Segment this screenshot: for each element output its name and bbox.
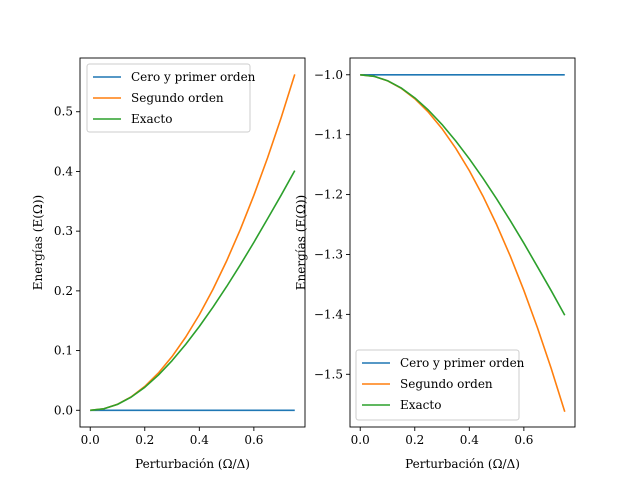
x-axis-label: Perturbación (Ω/Δ) — [405, 457, 520, 471]
series-line-3 — [360, 73, 566, 316]
x-tick-label: 0.6 — [244, 433, 263, 447]
y-tick-label: −1.4 — [314, 307, 344, 321]
y-tick-label: 0.1 — [54, 344, 73, 358]
y-tick-label: 0.5 — [54, 105, 73, 119]
y-tick-label: −1.5 — [314, 367, 343, 381]
legend-label: Exacto — [131, 112, 172, 126]
x-tick-label: 0.4 — [460, 433, 479, 447]
axes-frame — [79, 57, 306, 428]
right-chart-panel: 0.0 0.2 0.4 0.6 −1.0 −1.1 −1.2 −1.3 −1.4 −1.5 Pert… — [294, 57, 576, 471]
axes-frame — [349, 57, 576, 428]
y-tick-label: −1.3 — [314, 247, 343, 261]
x-tick-label: 0.6 — [514, 433, 533, 447]
y-tick-label: 0.4 — [54, 164, 73, 178]
x-tick-label: 0.0 — [351, 433, 370, 447]
x-tick-label: 0.2 — [135, 433, 154, 447]
x-tick-label: 0.2 — [405, 433, 424, 447]
y-tick-label: −1.2 — [314, 188, 343, 202]
series-line-3 — [90, 170, 296, 412]
x-tick-label: 0.4 — [190, 433, 209, 447]
legend-box — [355, 349, 520, 421]
y-tick-label: 0.3 — [54, 224, 73, 238]
legend-box — [86, 63, 251, 133]
y-tick-label: −1.0 — [314, 68, 343, 82]
x-tick-label: 0.0 — [81, 433, 100, 447]
y-axis-label: Energías (E(Ω)) — [294, 195, 308, 290]
legend-label: Segundo orden — [131, 91, 224, 105]
x-axis-label: Perturbación (Ω/Δ) — [135, 457, 250, 471]
y-tick-label: 0.2 — [54, 284, 73, 298]
legend-label: Cero y primer orden — [400, 356, 525, 370]
y-axis-label: Energías (E(Ω)) — [31, 195, 45, 290]
legend-label: Exacto — [400, 398, 441, 412]
left-chart-panel: 0.0 0.2 0.4 0.6 0.0 0.1 0.2 0.3 0.4 0.5 Perturbaci… — [31, 57, 306, 471]
legend: Cero y primer orden Segundo orden Exacto — [355, 349, 525, 421]
y-tick-label: 0.0 — [54, 403, 73, 417]
legend-label: Cero y primer orden — [131, 70, 256, 84]
legend-label: Segundo orden — [400, 377, 493, 391]
y-tick-label: −1.1 — [314, 128, 343, 142]
legend: Cero y primer orden Segundo orden Exacto — [86, 63, 256, 133]
